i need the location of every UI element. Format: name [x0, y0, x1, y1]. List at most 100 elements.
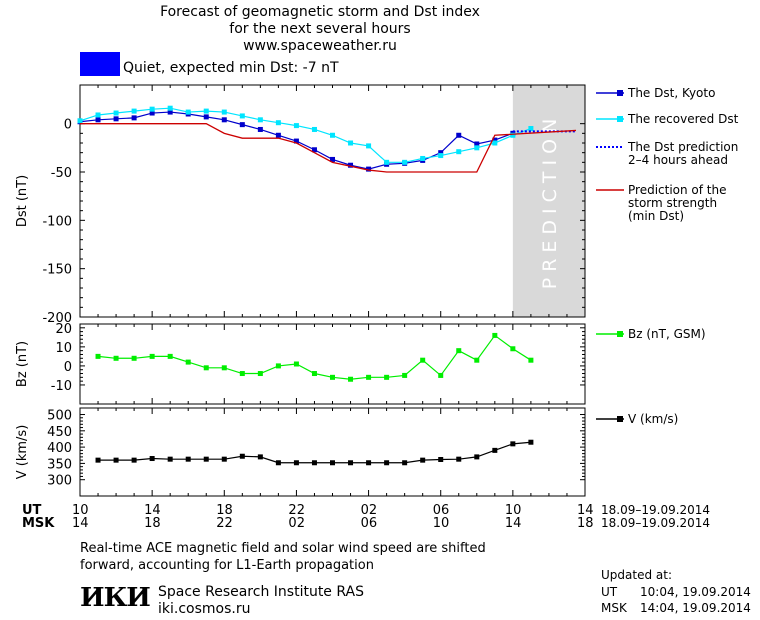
- data-point: [77, 118, 83, 124]
- data-point: [185, 456, 191, 462]
- y-tick-label: 450: [47, 425, 72, 440]
- data-point: [348, 376, 354, 382]
- data-point: [275, 120, 281, 126]
- updated-label: Updated at:: [601, 568, 672, 582]
- data-point: [257, 126, 263, 132]
- ut-axis-label: UT: [22, 503, 42, 518]
- y-axis-label: V (km/s): [15, 425, 30, 480]
- y-axis-label: Dst (nT): [15, 175, 30, 227]
- series-line: [98, 441, 531, 464]
- series-line: [80, 123, 577, 173]
- data-point: [528, 357, 534, 363]
- data-point: [311, 371, 317, 377]
- data-point: [95, 112, 101, 118]
- msk-tick-label: 18: [144, 516, 161, 531]
- note-line1: Real-time ACE magnetic field and solar w…: [80, 541, 486, 556]
- ut-tick-label: 02: [360, 503, 378, 518]
- data-point: [113, 457, 119, 463]
- data-point: [510, 441, 516, 447]
- msk-tick-label: 14: [72, 516, 89, 531]
- data-point: [510, 346, 516, 352]
- data-point: [384, 374, 390, 380]
- legends: The Dst, Kyoto The recovered Dst The Dst p…: [596, 86, 739, 426]
- data-point: [384, 159, 390, 165]
- data-point: [384, 460, 390, 466]
- data-point: [492, 140, 498, 146]
- data-point: [420, 155, 426, 161]
- data-point: [239, 371, 245, 377]
- data-point: [167, 105, 173, 111]
- y-tick-label: 20: [55, 322, 72, 337]
- legend-label: The recovered Dst: [627, 112, 739, 126]
- data-point: [330, 156, 335, 162]
- data-point: [492, 332, 498, 338]
- data-point: [113, 355, 119, 361]
- data-point: [474, 145, 480, 151]
- y-tick-label: 0: [64, 118, 72, 133]
- y-tick-label: 300: [47, 474, 72, 489]
- data-point: [113, 110, 119, 116]
- data-point: [113, 116, 119, 122]
- msk-tick-label: 10: [432, 516, 450, 531]
- legend-label: The Dst, Kyoto: [627, 86, 715, 100]
- legend-label: (min Dst): [628, 209, 684, 223]
- prediction-band-label: PREDICTION: [539, 113, 561, 290]
- data-point: [528, 126, 534, 131]
- prediction-band: PREDICTION: [512, 85, 585, 317]
- data-point: [366, 460, 372, 466]
- data-point: [420, 357, 426, 363]
- y-tick-label: -200: [42, 311, 72, 326]
- institute-site[interactable]: iki.cosmos.ru: [158, 601, 251, 617]
- data-point: [221, 365, 227, 371]
- data-point: [149, 110, 155, 116]
- note-line2: forward, accounting for L1-Earth propaga…: [80, 558, 374, 573]
- data-point: [456, 149, 462, 155]
- msk-tick-label: 14: [504, 516, 522, 531]
- data-point: [257, 454, 263, 460]
- legend-marker: [617, 416, 623, 422]
- data-point: [167, 353, 173, 359]
- bz-panel: 20 10 0 -10 Bz (nT): [15, 322, 586, 405]
- msk-tick-label: 22: [216, 516, 233, 531]
- y-tick-label: 400: [47, 441, 72, 456]
- data-point: [185, 109, 191, 115]
- data-point: [221, 117, 227, 123]
- ut-tick-label: 10: [72, 503, 89, 518]
- updated-msk: 14:04, 19.09.2014: [640, 601, 751, 615]
- data-point: [330, 460, 335, 466]
- y-tick-label: -150: [42, 263, 72, 278]
- data-point: [239, 113, 245, 119]
- ut-tick-label: 22: [288, 503, 305, 518]
- y-tick-label: 350: [47, 457, 72, 472]
- data-point: [203, 456, 209, 462]
- data-point: [348, 460, 354, 466]
- y-axis-label: Bz (nT): [15, 341, 30, 387]
- legend-marker: [617, 90, 623, 96]
- data-point: [149, 353, 155, 359]
- data-point: [167, 109, 173, 115]
- status-swatch: [80, 52, 120, 76]
- data-point: [474, 454, 480, 460]
- data-point: [203, 365, 209, 371]
- prediction-band-rect: [512, 85, 585, 317]
- site-url[interactable]: www.spaceweather.ru: [243, 38, 397, 54]
- data-point: [167, 456, 173, 462]
- y-tick-label: 0: [64, 360, 72, 375]
- dst-panel: 0 -50 -100 -150 -200 Dst (nT): [15, 84, 586, 326]
- data-point: [510, 132, 516, 138]
- legend-label: storm strength: [628, 196, 717, 210]
- data-point: [239, 122, 245, 128]
- y-tick-label: -10: [51, 379, 72, 394]
- legend-label: The Dst prediction: [627, 140, 738, 154]
- ut-tick-label: 14: [577, 503, 594, 518]
- data-point: [221, 456, 227, 462]
- ut-tick-label: 10: [504, 503, 522, 518]
- msk-tick-label: 06: [360, 516, 378, 531]
- legend-marker: [617, 331, 623, 337]
- chart-title-line2: for the next several hours: [229, 21, 411, 37]
- legend-marker: [617, 116, 623, 122]
- data-point: [474, 141, 480, 147]
- panel-frame: [79, 323, 586, 405]
- data-point: [149, 106, 155, 112]
